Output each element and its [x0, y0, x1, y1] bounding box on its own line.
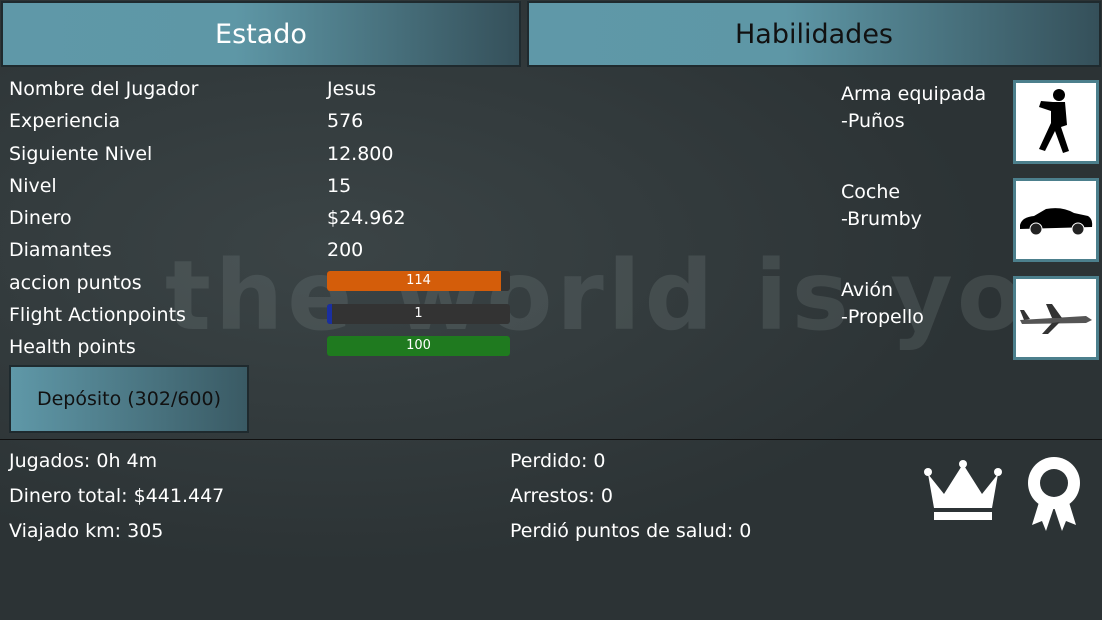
section-divider [0, 439, 1102, 440]
equipment-title: Avión [841, 279, 894, 301]
health-points-bar: 100 [327, 336, 510, 356]
equipment-item: -Propello [841, 306, 924, 328]
stat-label: Siguiente Nivel [9, 143, 153, 165]
fighter-icon[interactable] [1013, 80, 1099, 164]
award-ribbon-icon[interactable] [1026, 455, 1082, 539]
total-money: Dinero total: $441.447 [9, 485, 225, 507]
stat-value: 15 [327, 175, 352, 197]
tab-habilidades[interactable]: Habilidades [527, 1, 1101, 67]
bar-value: 1 [414, 306, 423, 321]
equipped-car: Coche -Brumby [841, 179, 922, 233]
stat-label: Nombre del Jugador [9, 78, 199, 100]
equipment-item: -Brumby [841, 208, 922, 230]
tab-estado[interactable]: Estado [1, 1, 521, 67]
stat-value: $24.962 [327, 207, 406, 229]
travelled-km: Viajado km: 305 [9, 520, 164, 542]
stat-value: 576 [327, 110, 364, 132]
bar-fill [327, 304, 333, 324]
stat-value: 12.800 [327, 143, 394, 165]
equipment-title: Arma equipada [841, 83, 987, 105]
bar-fill [327, 336, 510, 356]
flight-points-bar: 1 [327, 304, 510, 324]
equipped-weapon: Arma equipada -Puños [841, 81, 986, 135]
lost-health-points: Perdió puntos de salud: 0 [510, 520, 752, 542]
bar-label: accion puntos [9, 272, 142, 294]
lost-count: Perdido: 0 [510, 450, 606, 472]
played-time: Jugados: 0h 4m [9, 450, 158, 472]
bar-fill [327, 271, 501, 291]
equipment-title: Coche [841, 181, 901, 203]
stat-value: 200 [327, 239, 364, 261]
deposit-button[interactable]: Depósito (302/600) [9, 365, 249, 433]
bar-label: Flight Actionpoints [9, 304, 186, 326]
action-points-bar: 114 [327, 271, 510, 291]
crown-icon[interactable] [924, 460, 1002, 526]
stat-label: Nivel [9, 175, 57, 197]
stat-label: Experiencia [9, 110, 121, 132]
stat-label: Dinero [9, 207, 72, 229]
stat-label: Diamantes [9, 239, 112, 261]
equipment-item: -Puños [841, 110, 905, 132]
plane-icon[interactable] [1013, 276, 1099, 360]
bar-value: 114 [406, 273, 431, 288]
bar-label: Health points [9, 336, 136, 358]
watermark-logo: the world is yours [165, 240, 1102, 352]
arrests-count: Arrestos: 0 [510, 485, 613, 507]
stat-value: Jesus [327, 78, 377, 100]
bar-value: 100 [406, 338, 431, 353]
equipped-plane: Avión -Propello [841, 277, 924, 331]
car-icon[interactable] [1013, 178, 1099, 262]
